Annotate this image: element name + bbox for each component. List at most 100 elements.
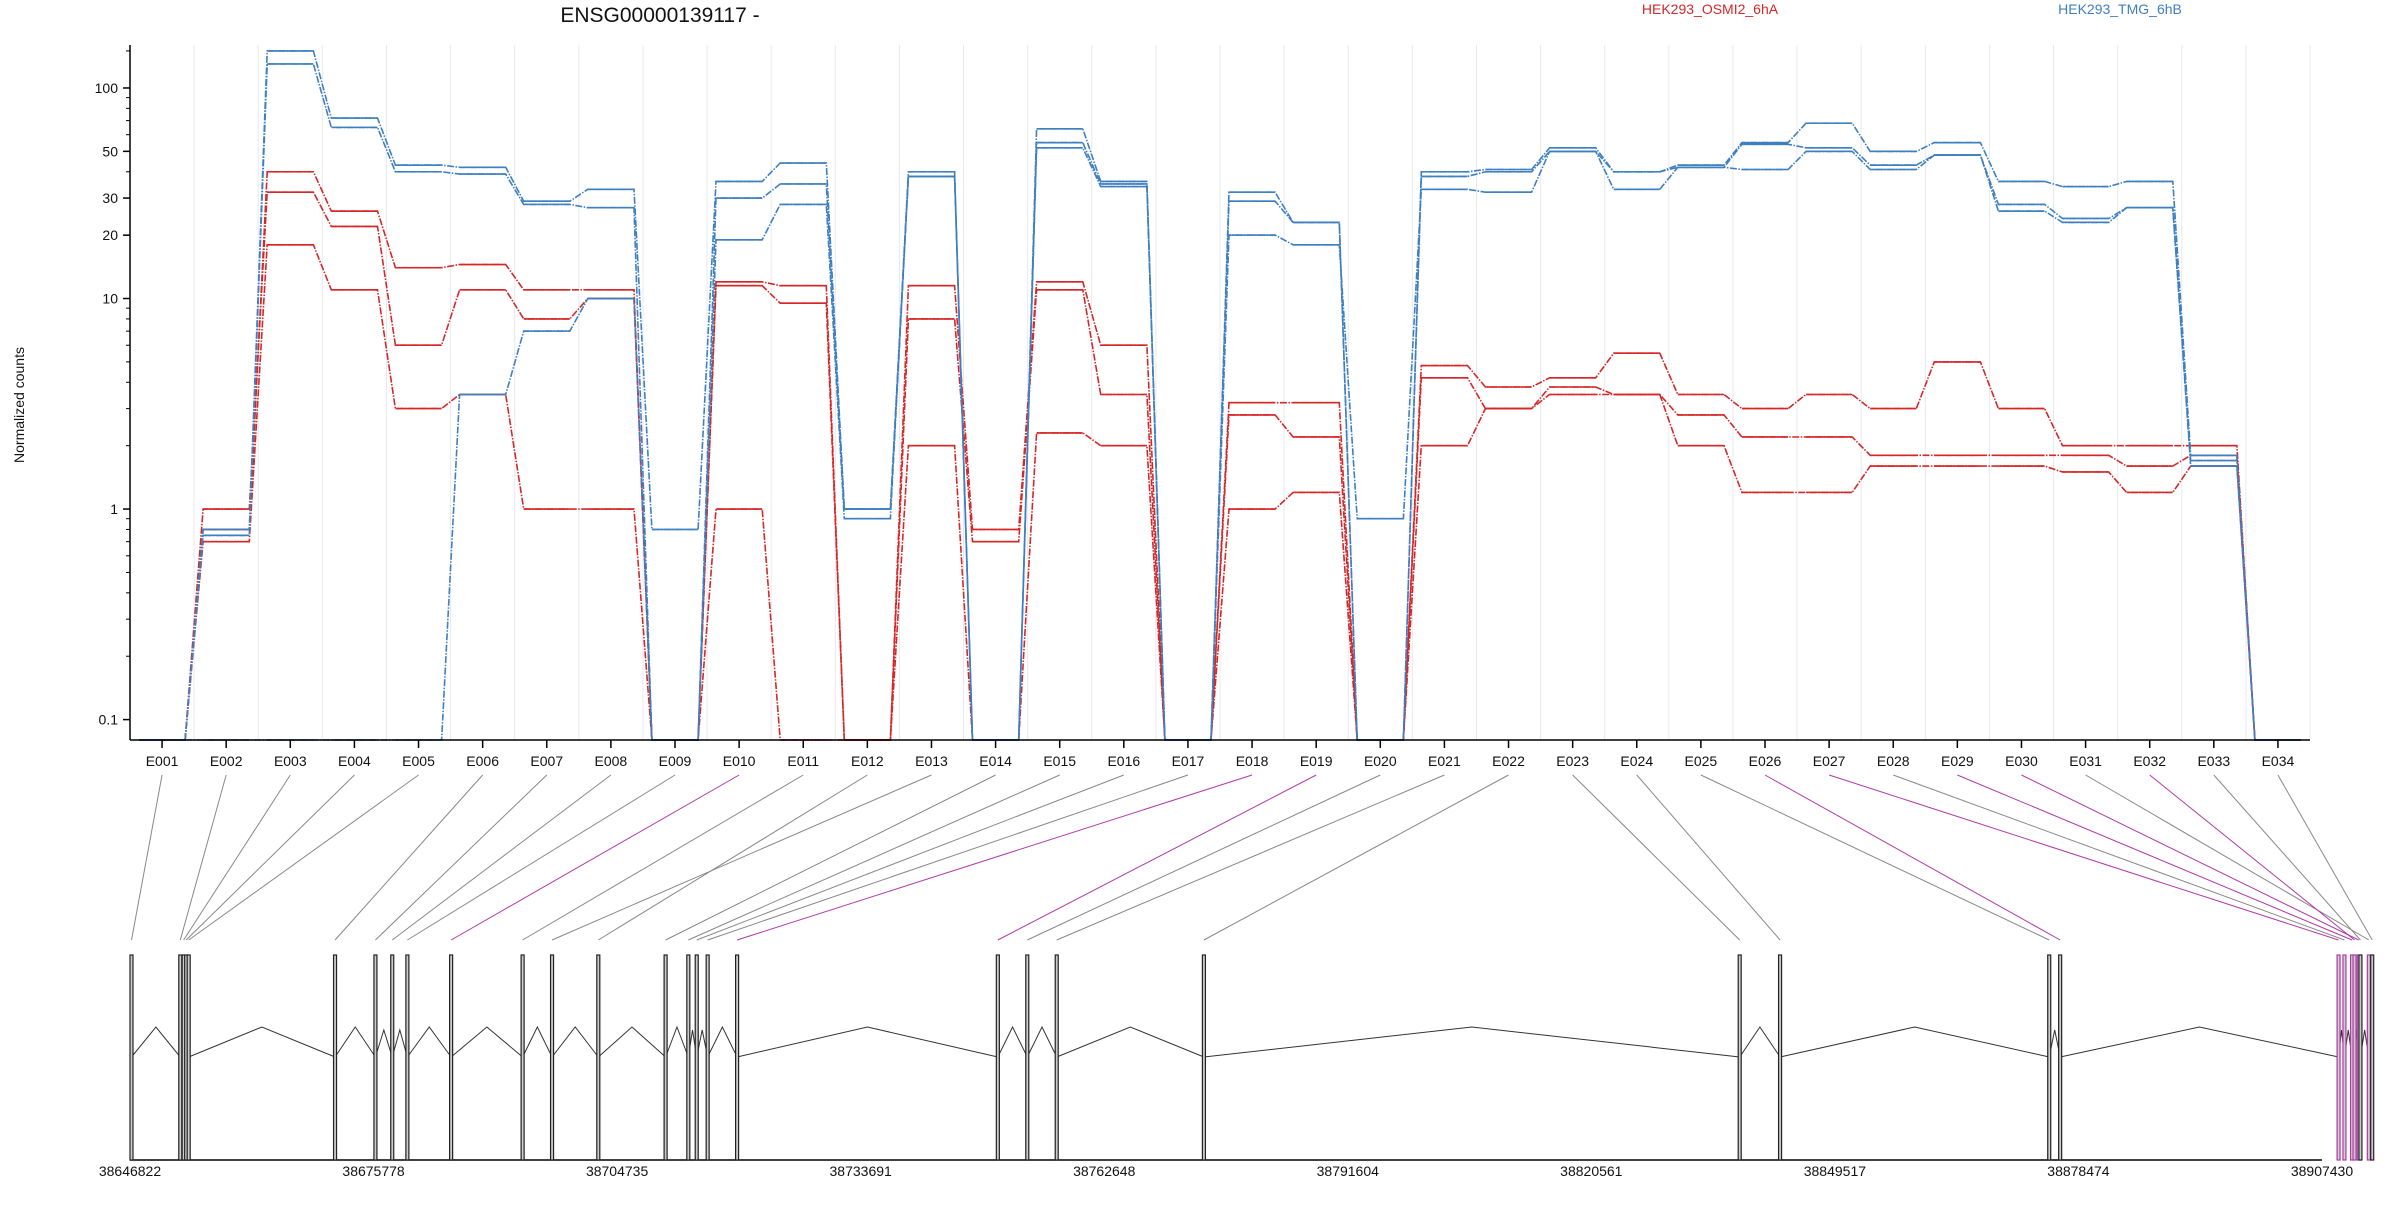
exon-connector [551,774,932,941]
genome-coordinate-label: 38704735 [586,1163,649,1179]
series-line [139,244,2301,741]
genome-coordinate-label: 38762648 [1073,1163,1136,1179]
x-tick-label: E010 [723,753,756,769]
exon-box [2342,954,2347,1161]
exon-box [694,954,699,1161]
y-tick-label: 100 [95,80,119,96]
exon-box [1777,954,1783,1161]
y-tick-label: 30 [102,190,118,206]
intron-line [188,1026,336,1058]
exon-connector [1027,774,1381,941]
exon-connector [185,774,355,941]
exon-connector [1828,774,2339,941]
exon-connector [2021,774,2359,941]
exon-box [390,954,395,1161]
gene-model: 38646822 38675778 38704735 38733691 38762648… [99,954,2375,1179]
series-line [139,147,2301,741]
exon-box [405,954,410,1161]
exon-box [1025,954,1030,1161]
exon-connector [1893,774,2345,941]
intron-line [1203,1026,1740,1058]
exon-box [1054,954,1059,1161]
intron-line [1779,1026,2050,1058]
exon-box [449,954,454,1161]
exon-box [705,954,710,1161]
intron-line [374,1028,393,1058]
exon-box [686,954,691,1161]
x-tick-label: E034 [2262,753,2295,769]
intron-line [406,1026,452,1058]
x-tick-label: E003 [274,753,307,769]
x-tick-label: E029 [1941,753,1974,769]
exon-connector [450,774,740,941]
exon-box [129,954,134,1161]
x-tick-label: E022 [1492,753,1525,769]
series-line [139,191,2301,741]
exon-connector [522,774,804,941]
x-tick-label: E015 [1043,753,1076,769]
exon-connector [2213,774,2361,941]
x-tick-label: E009 [659,753,692,769]
exon-box [2352,954,2357,1161]
genome-coordinate-label: 38820561 [1560,1163,1623,1179]
x-tick-label: E032 [2133,753,2166,769]
genome-coordinate-label: 38878474 [2047,1163,2110,1179]
x-tick-label: E021 [1428,753,1461,769]
x-tick-label: E024 [1620,753,1653,769]
exon-box [663,954,668,1161]
exon-box [2370,954,2375,1161]
y-tick-label: 10 [102,291,118,307]
intron-line [997,1025,1028,1058]
exon-connector [2149,774,2355,941]
x-tick-label: E030 [2005,753,2038,769]
exon-connector [2277,774,2373,941]
exon-connector [688,774,1060,941]
x-tick-label: E020 [1364,753,1397,769]
intron-line [551,1026,599,1058]
x-tick-label: E004 [338,753,371,769]
exon-box [1737,954,1742,1161]
intron-line [1056,1026,1205,1058]
exon-connector [1764,774,2061,941]
x-tick-label: E017 [1172,753,1205,769]
y-tick-label: 0.1 [99,712,119,728]
genome-coordinate-label: 38733691 [830,1163,893,1179]
y-axis-label: Normalized counts [11,347,27,463]
exon-box [373,954,378,1161]
exon-links [131,774,2373,941]
intron-line [597,1026,666,1058]
exon-box [2058,954,2063,1161]
exon-connector [598,774,868,941]
x-tick-label: E011 [787,753,819,769]
x-tick-label: E019 [1300,753,1333,769]
x-tick-label: E008 [595,753,628,769]
intron-line [665,1025,689,1058]
chart-title: ENSG00000139117 - [560,4,759,27]
x-tick-label: E026 [1749,753,1782,769]
x-tick-label: E001 [146,753,179,769]
exon-connector [375,774,548,941]
exon-connector [183,774,291,941]
exon-box [734,954,740,1161]
intron-line [450,1026,523,1058]
exon-connector [179,774,227,941]
exon-connector [1572,774,1741,941]
exon-connector [707,774,1189,941]
x-tick-label: E007 [530,753,563,769]
y-tick-label: 1 [110,501,118,517]
exon-connector [1957,774,2353,941]
legend-entry-tmg: HEK293_TMG_6hB [2058,1,2182,17]
intron-line [522,1025,553,1058]
x-tick-label: E002 [210,753,243,769]
exon-connector [1700,774,2050,941]
grid-lines [129,45,2311,740]
genome-coordinate-label: 38849517 [1804,1163,1867,1179]
intron-line [2060,1026,2339,1058]
intron-line [334,1026,376,1058]
exon-connector [407,774,676,941]
y-tick-label: 20 [102,227,118,243]
genome-coordinate-label: 38907430 [2291,1163,2354,1179]
x-tick-label: E031 [2069,753,2102,769]
exon-connector [736,774,1253,941]
